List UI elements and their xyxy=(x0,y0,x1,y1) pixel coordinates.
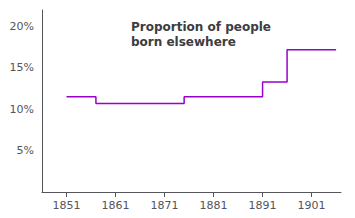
svg-text:1881: 1881 xyxy=(200,199,228,212)
svg-text:10%: 10% xyxy=(10,103,34,116)
svg-text:20%: 20% xyxy=(10,20,34,33)
svg-text:1861: 1861 xyxy=(102,199,130,212)
svg-text:born elsewhere: born elsewhere xyxy=(131,35,236,49)
svg-text:Proportion of people: Proportion of people xyxy=(131,20,271,34)
svg-text:1851: 1851 xyxy=(53,199,81,212)
svg-text:5%: 5% xyxy=(17,144,34,157)
svg-text:15%: 15% xyxy=(10,61,34,74)
svg-text:1891: 1891 xyxy=(249,199,277,212)
svg-text:1901: 1901 xyxy=(298,199,326,212)
svg-text:1871: 1871 xyxy=(151,199,179,212)
